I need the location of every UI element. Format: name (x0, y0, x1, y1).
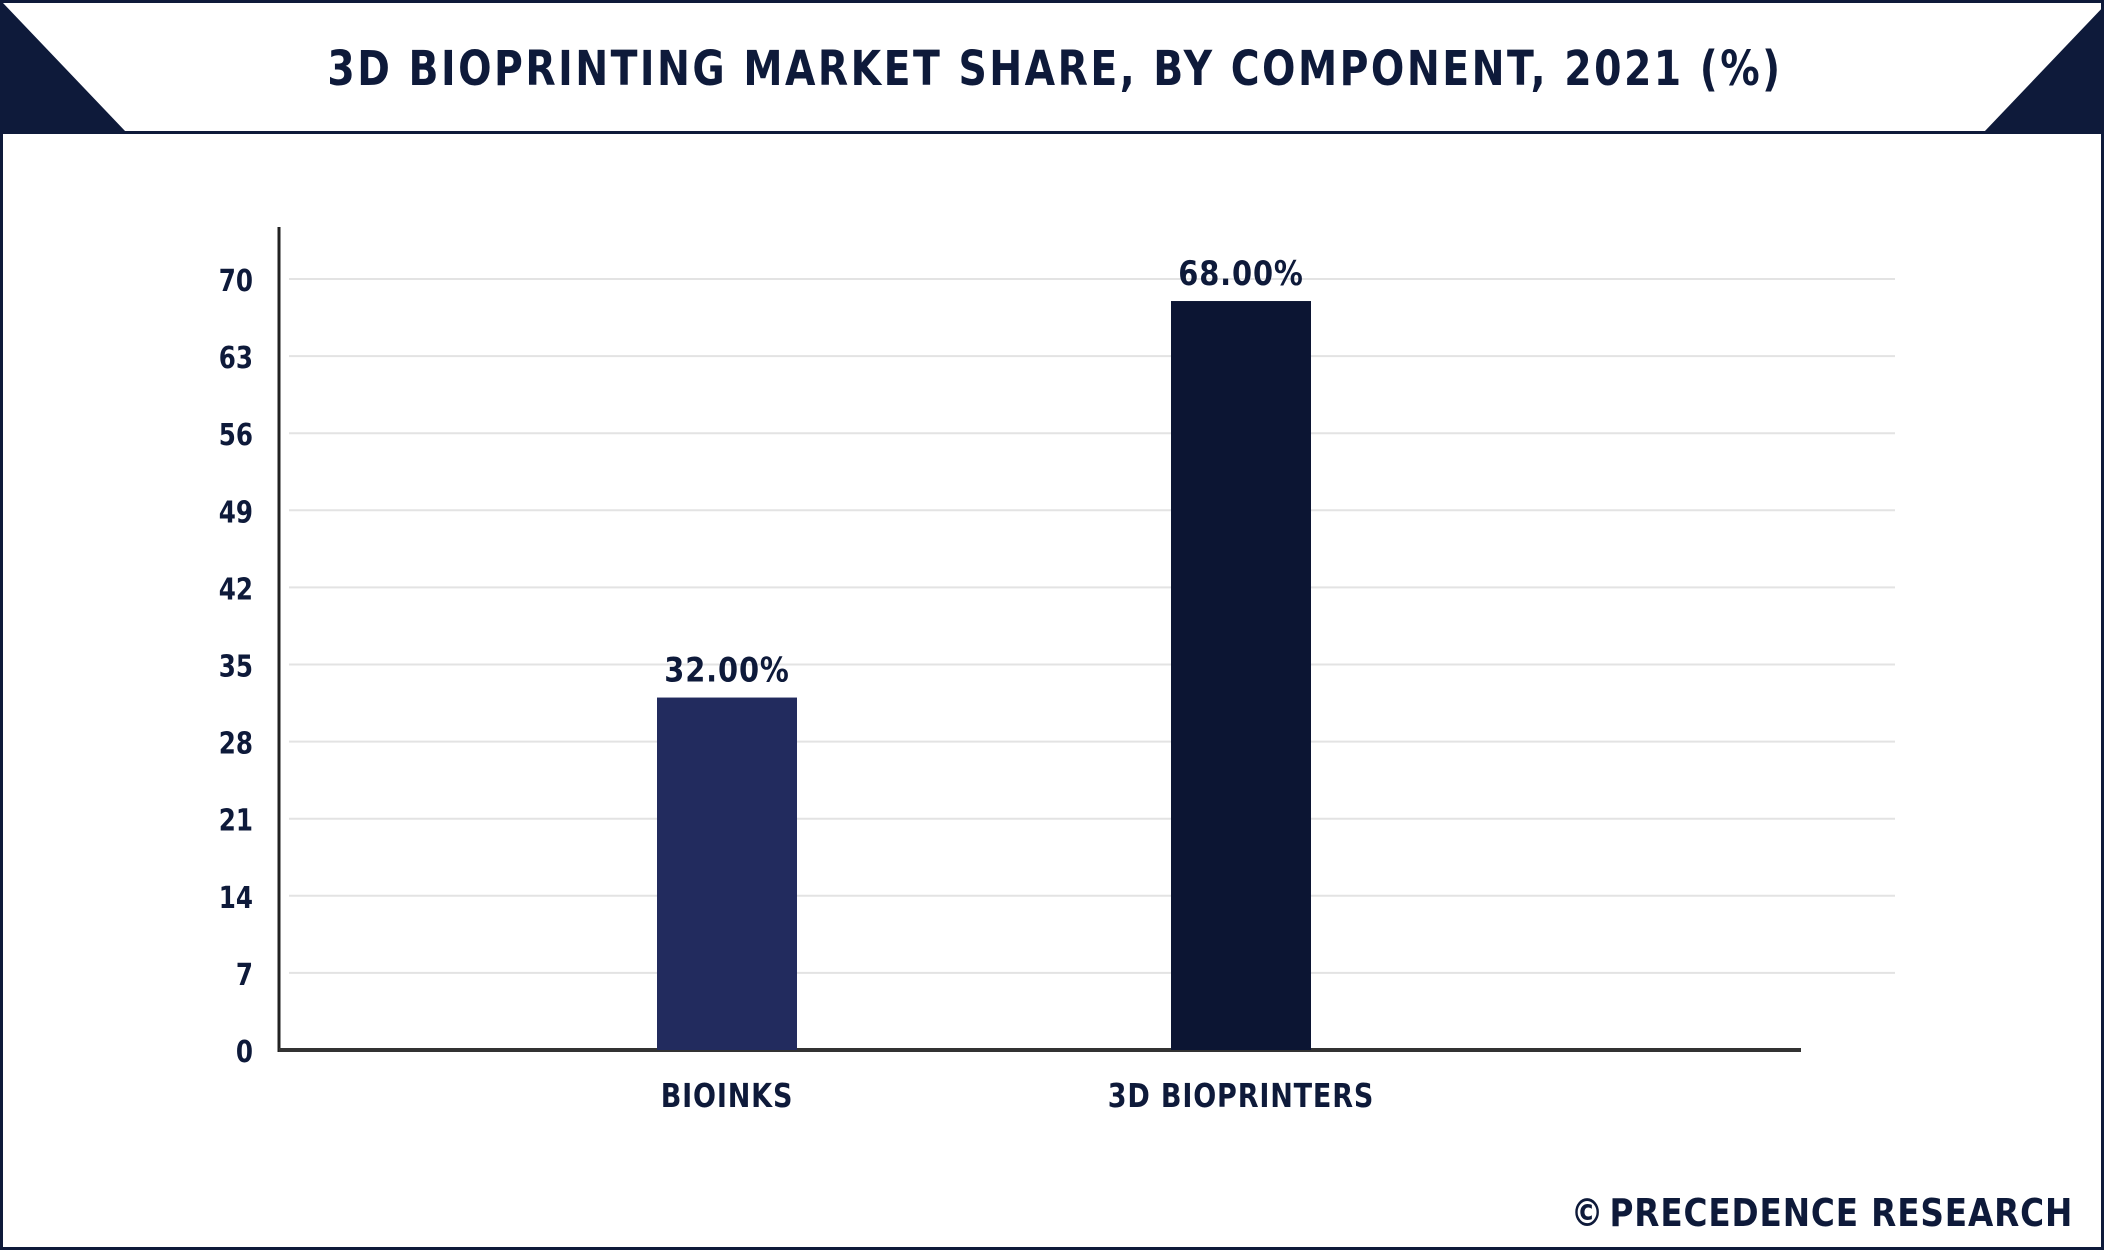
x-tick-label: 3D BIOPRINTERS (1108, 1077, 1374, 1115)
title-banner-divider (3, 131, 2101, 134)
brand-name: PRECEDENCE RESEARCH (1609, 1191, 2073, 1235)
chart-title: 3D BIOPRINTING MARKET SHARE, BY COMPONEN… (327, 41, 1783, 97)
y-tick-label: 28 (219, 727, 253, 761)
y-tick-label: 0 (236, 1036, 253, 1070)
y-tick-label: 42 (219, 573, 253, 607)
y-tick-label: 63 (219, 342, 253, 376)
data-label: 68.00% (1178, 255, 1303, 294)
y-tick-label: 7 (236, 959, 253, 993)
title-banner-background (3, 3, 2101, 131)
y-tick-label: 56 (219, 419, 253, 453)
y-tick-label: 70 (219, 265, 253, 299)
copyright-symbol: © (1570, 1191, 1605, 1235)
data-label: 32.00% (664, 651, 789, 690)
brand-watermark: © PRECEDENCE RESEARCH (1571, 1191, 2073, 1235)
bar-chart: 0 7 14 21 28 35 42 49 56 63 70 32.00% BIOINKS 68.00% 3… (219, 227, 1895, 1116)
y-tick-label: 21 (219, 804, 253, 838)
y-tick-label: 49 (219, 496, 253, 530)
y-tick-label: 14 (219, 882, 253, 916)
bar (1171, 301, 1311, 1050)
bar (657, 697, 797, 1050)
y-tick-label: 35 (219, 650, 253, 684)
x-tick-label: BIOINKS (661, 1077, 794, 1115)
